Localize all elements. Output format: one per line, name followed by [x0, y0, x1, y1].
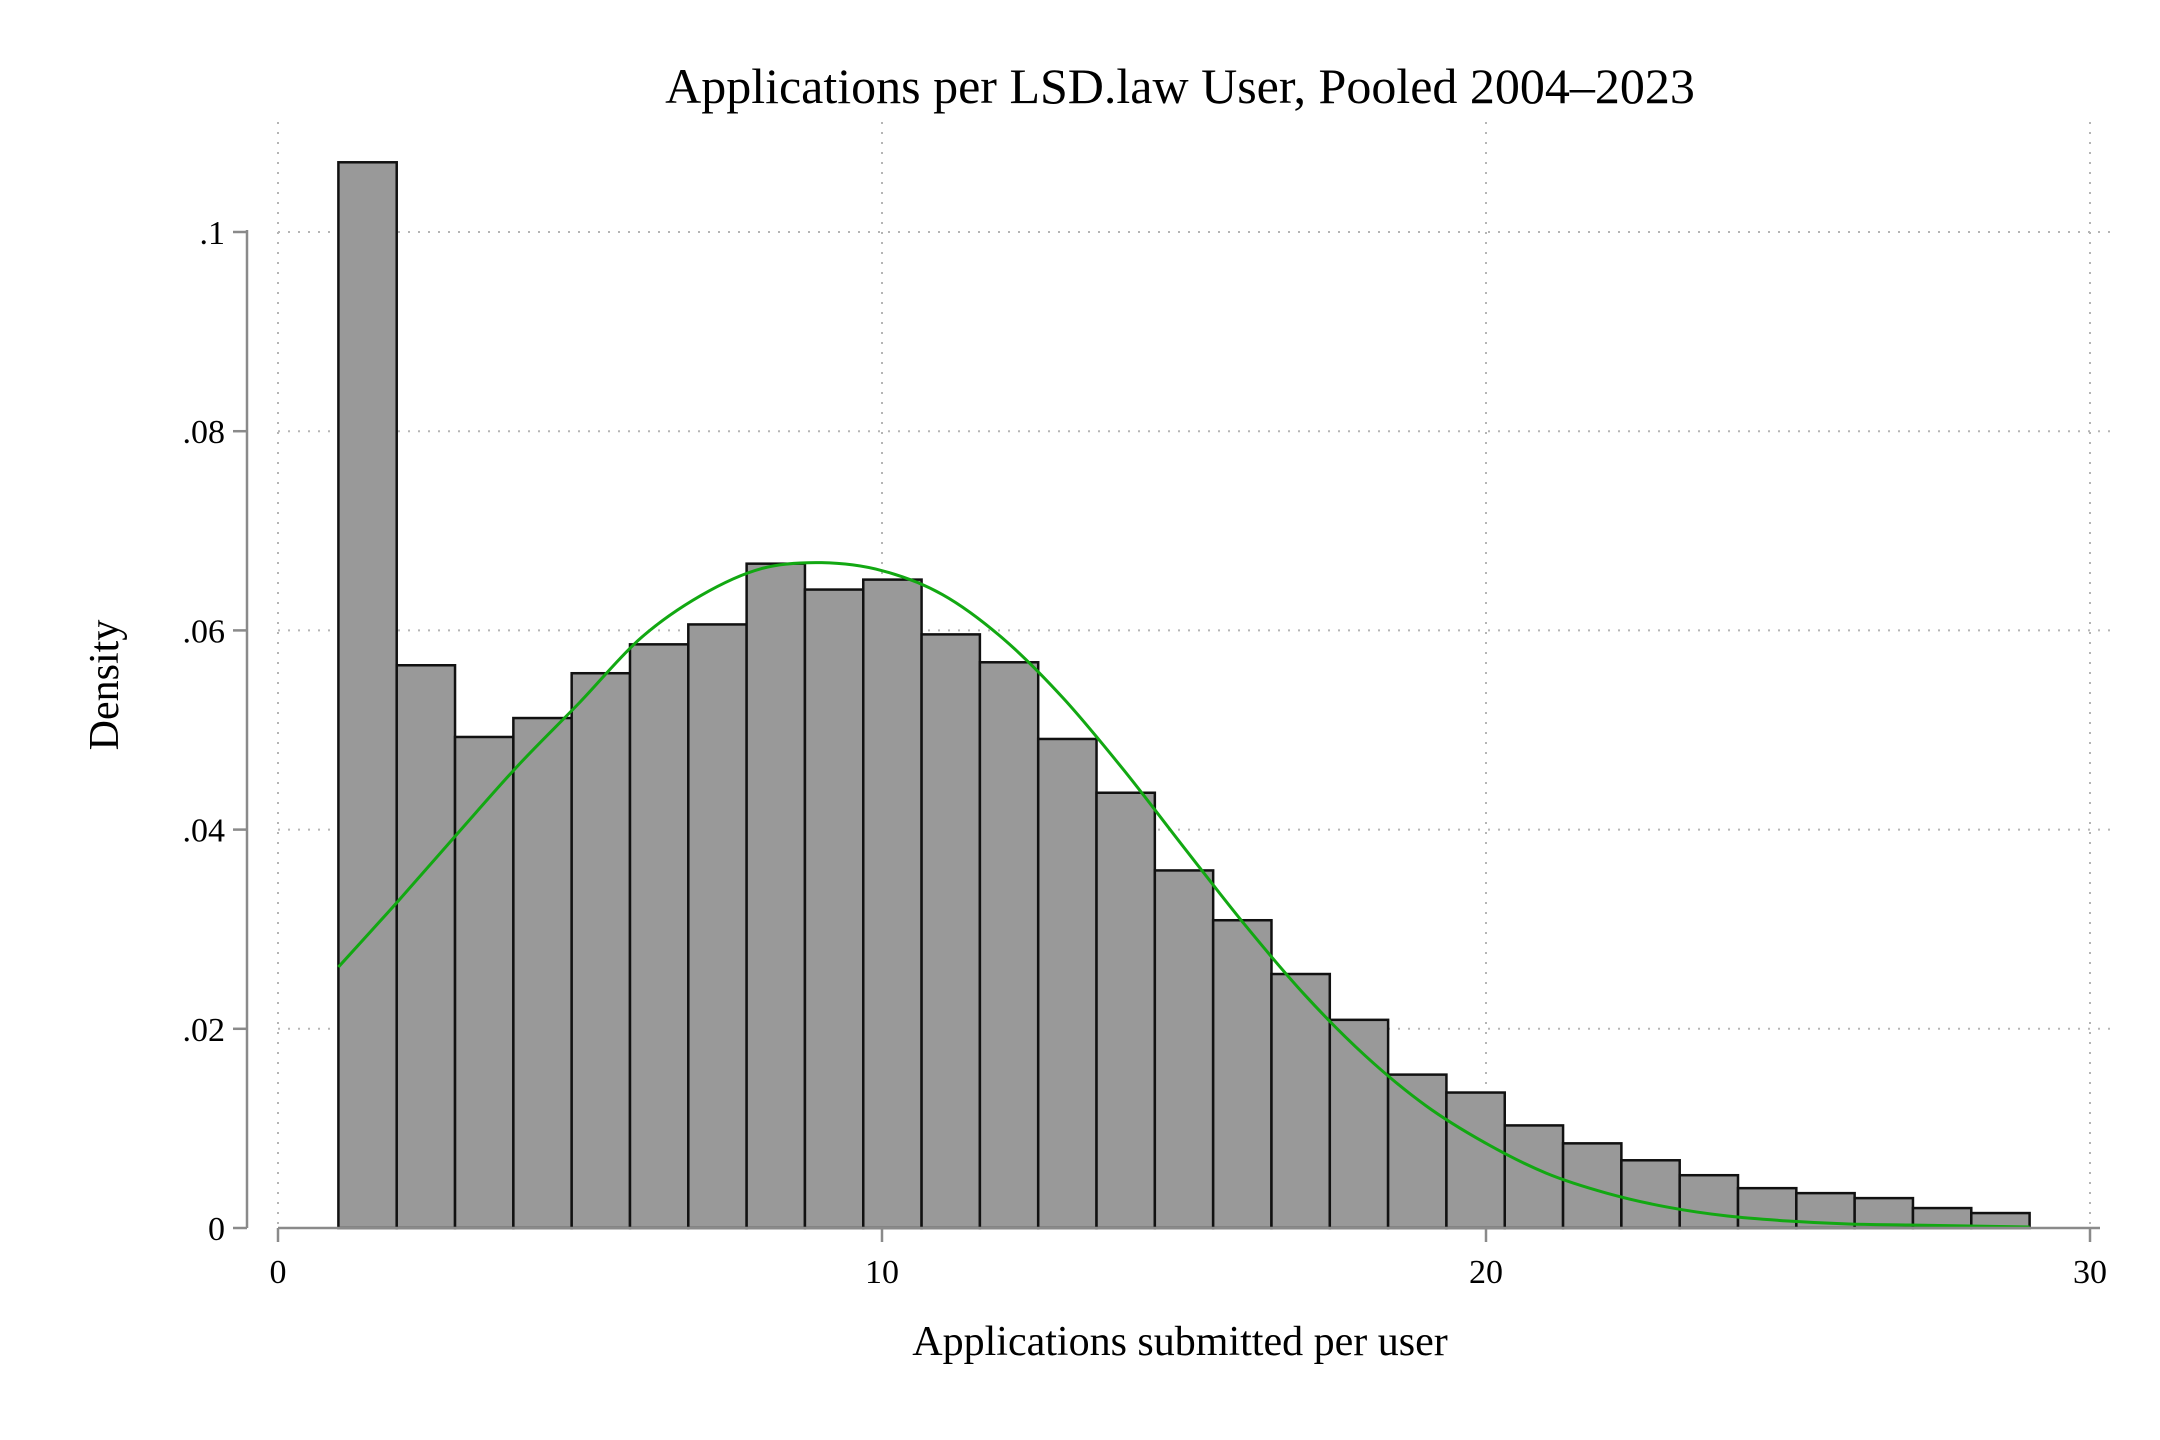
- histogram-bar-12: [978, 661, 1040, 1230]
- histogram-bar-15: [1153, 869, 1215, 1230]
- histogram-bar-23: [1620, 1159, 1681, 1230]
- histogram-bar-18: [1328, 1018, 1390, 1230]
- y-tick-label-4: .08: [183, 414, 226, 451]
- histogram-bar-7: [687, 623, 748, 1230]
- histogram-bar-14: [1095, 791, 1157, 1230]
- density-curve: [337, 561, 2030, 1229]
- x-tick-label-0: 0: [270, 1254, 287, 1291]
- histogram-bar-13: [1036, 737, 1098, 1230]
- histogram-bar-24: [1678, 1173, 1740, 1230]
- histogram-bar-17: [1270, 972, 1332, 1230]
- histogram-bar-6: [628, 643, 690, 1230]
- x-tick-label-1: 10: [865, 1254, 899, 1291]
- histogram-bar-9: [803, 588, 865, 1230]
- histogram-bars: [337, 161, 2031, 1230]
- y-axis-label: Density: [82, 620, 128, 751]
- histogram-bar-8: [745, 562, 807, 1230]
- histogram-bar-2: [395, 664, 457, 1230]
- x-tick-label-2: 20: [1469, 1254, 1503, 1291]
- histogram-bar-22: [1561, 1142, 1623, 1230]
- histogram-bar-10: [862, 578, 923, 1230]
- y-tick-label-3: .06: [183, 613, 226, 650]
- histogram-bar-4: [512, 716, 573, 1230]
- y-tick-label-1: .02: [183, 1012, 226, 1049]
- histogram-bar-5: [570, 671, 632, 1230]
- chart-title: Applications per LSD.law User, Pooled 20…: [665, 58, 1695, 114]
- axes: 0 .02 .04 .06 .08 .1 0 10 20 30: [183, 215, 2108, 1291]
- x-axis-label: Applications submitted per user: [912, 1319, 1447, 1365]
- histogram-bar-11: [920, 633, 982, 1230]
- x-tick-label-3: 30: [2073, 1254, 2107, 1291]
- y-tick-label-2: .04: [183, 813, 226, 850]
- histogram-bar-3: [453, 735, 515, 1230]
- histogram-bar-16: [1211, 918, 1273, 1230]
- y-tick-label-0: 0: [208, 1211, 225, 1248]
- histogram-bar-1: [337, 161, 398, 1230]
- density-curve-layer: [337, 561, 2030, 1229]
- histogram-bar-20: [1445, 1091, 1506, 1230]
- y-tick-label-5: .1: [200, 215, 226, 252]
